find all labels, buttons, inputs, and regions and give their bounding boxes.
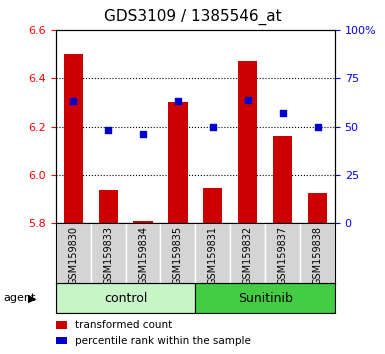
Bar xyxy=(161,223,195,283)
Point xyxy=(140,131,146,137)
Text: GSM159837: GSM159837 xyxy=(278,226,288,285)
Bar xyxy=(265,223,300,283)
Bar xyxy=(300,223,335,283)
Text: GSM159832: GSM159832 xyxy=(243,226,253,285)
Point xyxy=(175,99,181,104)
Text: agent: agent xyxy=(4,293,36,303)
Text: ▶: ▶ xyxy=(28,293,36,303)
Bar xyxy=(64,54,83,223)
Text: transformed count: transformed count xyxy=(75,320,172,330)
Bar xyxy=(126,223,161,283)
Bar xyxy=(238,62,257,223)
Bar xyxy=(99,190,118,223)
Point xyxy=(244,97,251,102)
Bar xyxy=(168,102,187,223)
Bar xyxy=(134,221,152,223)
Point xyxy=(70,99,76,104)
Point xyxy=(280,110,286,116)
Bar xyxy=(91,223,126,283)
Bar xyxy=(56,223,91,283)
Text: GSM159833: GSM159833 xyxy=(103,226,113,285)
Bar xyxy=(195,223,230,283)
Bar xyxy=(273,136,292,223)
Text: GSM159831: GSM159831 xyxy=(208,226,218,285)
Bar xyxy=(230,223,265,283)
Point xyxy=(210,124,216,130)
Point xyxy=(315,124,321,130)
Bar xyxy=(195,283,335,313)
Text: GSM159834: GSM159834 xyxy=(138,226,148,285)
Text: GSM159838: GSM159838 xyxy=(313,226,323,285)
Text: GSM159830: GSM159830 xyxy=(68,226,78,285)
Bar xyxy=(56,337,67,344)
Bar xyxy=(56,321,67,329)
Text: GDS3109 / 1385546_at: GDS3109 / 1385546_at xyxy=(104,9,281,25)
Point xyxy=(105,127,111,133)
Text: GSM159835: GSM159835 xyxy=(173,226,183,285)
Bar xyxy=(308,193,327,223)
Bar xyxy=(56,283,195,313)
Text: percentile rank within the sample: percentile rank within the sample xyxy=(75,336,251,346)
Bar xyxy=(203,188,223,223)
Text: control: control xyxy=(104,292,147,305)
Text: Sunitinib: Sunitinib xyxy=(238,292,293,305)
